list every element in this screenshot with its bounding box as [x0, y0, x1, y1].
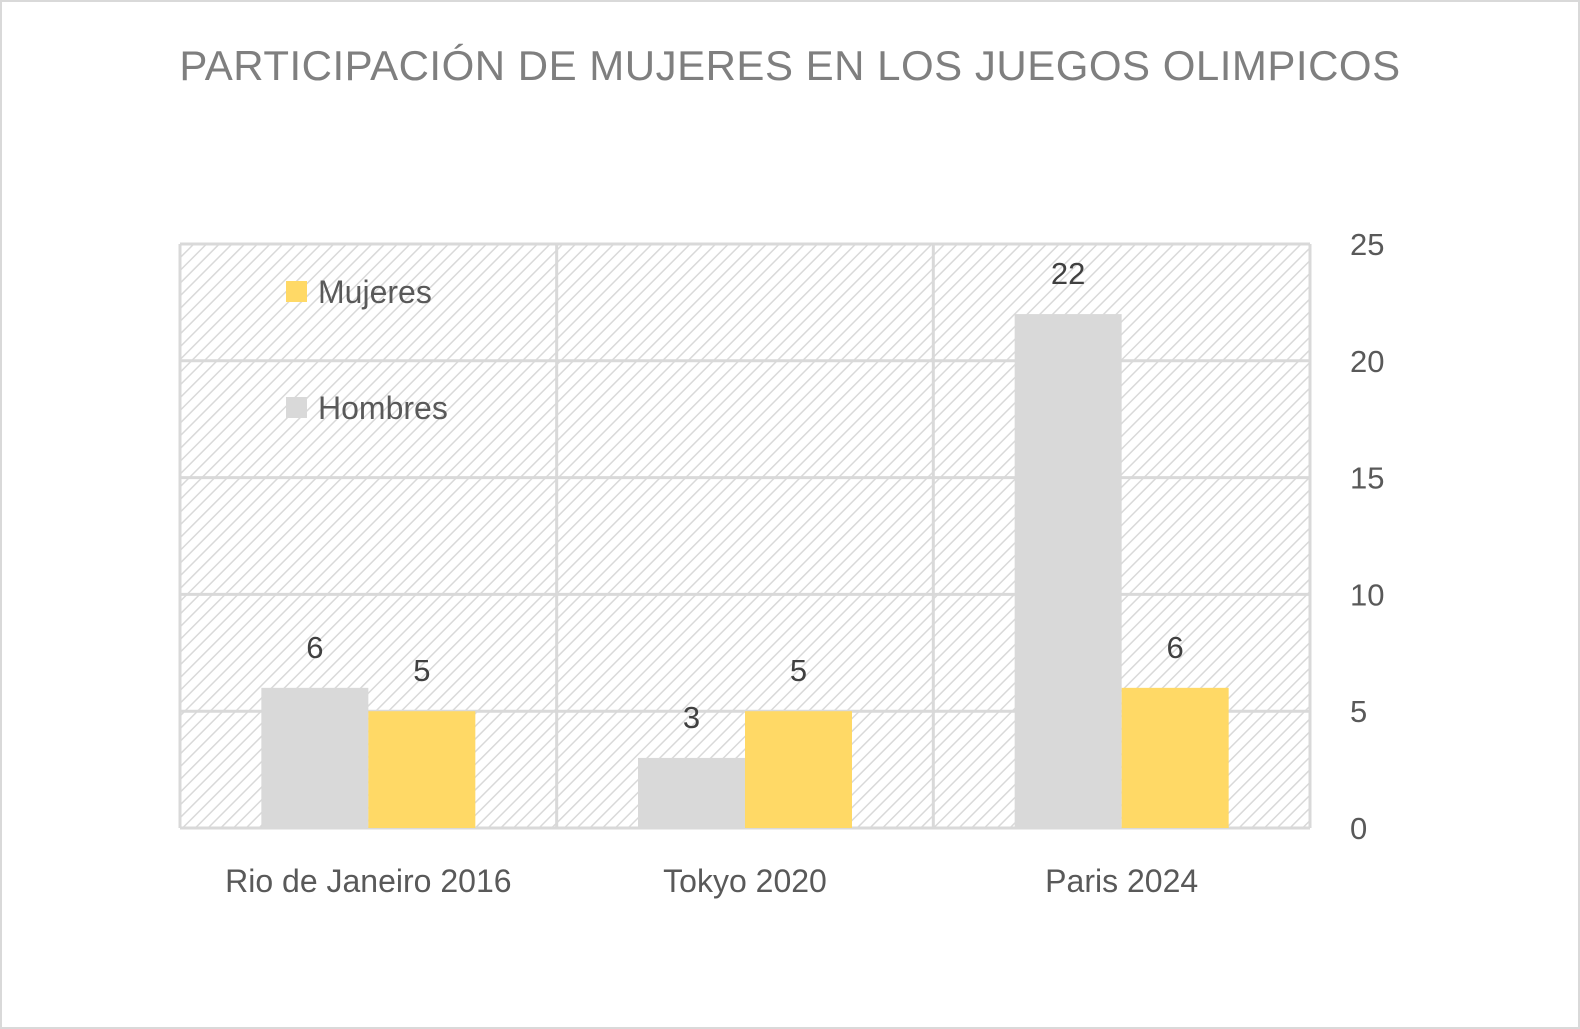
y-tick-label: 0 [1350, 811, 1367, 846]
chart-title: PARTICIPACIÓN DE MUJERES EN LOS JUEGOS O… [179, 42, 1401, 89]
x-category-label: Paris 2024 [1045, 863, 1198, 899]
y-tick-label: 5 [1350, 694, 1367, 729]
data-label: 6 [306, 630, 323, 665]
y-tick-label: 20 [1350, 344, 1384, 379]
bar-hombres [1014, 314, 1122, 829]
y-tick-label: 25 [1350, 227, 1384, 262]
legend-label: Mujeres [318, 274, 432, 310]
legend-label: Hombres [318, 390, 448, 426]
bar-mujeres [368, 711, 476, 828]
data-label: 3 [683, 700, 700, 735]
legend-swatch-hombres [286, 397, 307, 418]
bar-hombres [261, 687, 369, 828]
y-tick-label: 10 [1350, 577, 1384, 612]
data-label: 5 [790, 653, 807, 688]
bar-hombres [638, 757, 745, 828]
bar-mujeres [745, 711, 852, 828]
data-label: 22 [1051, 256, 1085, 291]
data-label: 5 [413, 653, 430, 688]
x-category-label: Tokyo 2020 [663, 863, 827, 899]
data-label: 6 [1167, 630, 1184, 665]
y-tick-label: 15 [1350, 461, 1384, 496]
x-category-label: Rio de Janeiro 2016 [225, 863, 511, 899]
bar-mujeres [1121, 687, 1229, 828]
legend-swatch-mujeres [286, 281, 307, 302]
